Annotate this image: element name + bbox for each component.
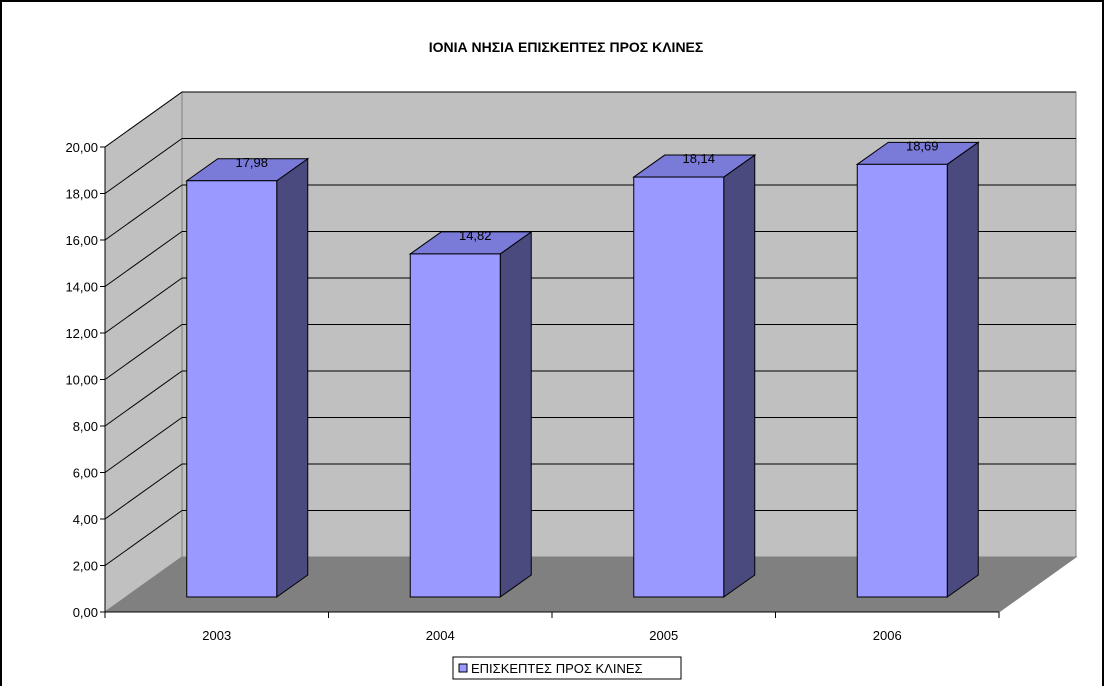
data-label: 17,98 [235, 155, 268, 170]
x-tick-label: 2005 [649, 628, 678, 643]
x-tick-label: 2006 [873, 628, 902, 643]
chart-bars [185, 141, 980, 598]
y-tick-label: 8,00 [73, 419, 98, 434]
y-tick-label: 2,00 [73, 559, 98, 574]
legend-label: ΕΠΙΣΚΕΠΤΕΣ ΠΡΟΣ ΚΛΙΝΕΣ [471, 661, 643, 676]
y-tick-label: 0,00 [73, 605, 98, 620]
bar [409, 253, 501, 598]
gridline-side [104, 277, 183, 334]
x-tick-label: 2003 [202, 628, 231, 643]
bar-side [499, 230, 532, 598]
gridline-side [104, 184, 183, 241]
data-label: 18,69 [906, 138, 939, 153]
legend-box [452, 656, 682, 680]
bar-side [946, 141, 979, 598]
gridline-side [104, 91, 183, 148]
chart-title: ΙΟΝΙΑ ΝΗΣΙΑ ΕΠΙΣΚΕΠΤΕΣ ΠΡΟΣ ΚΛΙΝΕΣ [429, 39, 704, 55]
y-tick-label: 6,00 [73, 466, 98, 481]
chart-axes [100, 146, 1000, 618]
bar-side [276, 157, 309, 598]
y-tick-label: 12,00 [65, 326, 98, 341]
gridline-side [104, 324, 183, 380]
gridline-side [104, 231, 183, 287]
gridline-side [104, 463, 183, 520]
bar [856, 163, 948, 598]
legend-swatch [458, 663, 468, 673]
gridline-side [104, 417, 183, 473]
bar-side [723, 154, 756, 598]
gridline-side [104, 138, 183, 194]
bar [633, 176, 725, 598]
y-tick-label: 16,00 [65, 233, 98, 248]
y-tick-label: 20,00 [65, 140, 98, 155]
y-tick-label: 10,00 [65, 373, 98, 388]
y-tick-label: 4,00 [73, 512, 98, 527]
gridline-side [104, 510, 183, 566]
data-label: 18,14 [682, 151, 715, 166]
data-label: 14,82 [459, 228, 492, 243]
chart-tick-labels: 0,00 2,00 4,00 6,00 8,00 10,00 12,00 14,00 16,00… [65, 140, 901, 643]
bar [186, 180, 278, 598]
gridline-side [104, 370, 183, 427]
y-tick-label: 18,00 [65, 187, 98, 202]
y-tick-label: 14,00 [65, 280, 98, 295]
chart-legend: ΕΠΙΣΚΕΠΤΕΣ ΠΡΟΣ ΚΛΙΝΕΣ [452, 656, 682, 680]
x-tick-label: 2004 [426, 628, 455, 643]
chart-data-labels: 17,98 14,82 18,14 18,69 [235, 138, 938, 243]
